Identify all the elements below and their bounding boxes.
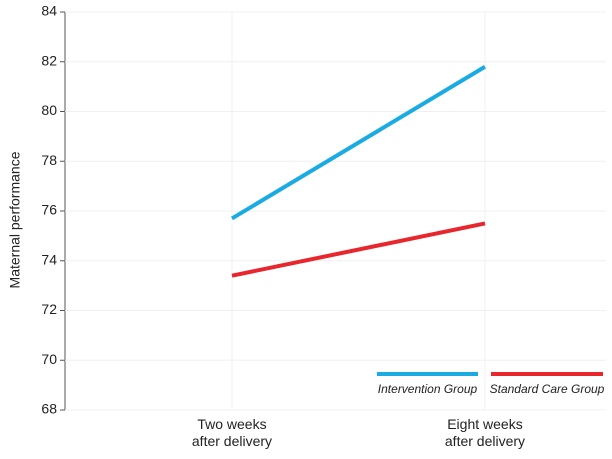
y-tick-label: 78 xyxy=(41,152,57,168)
series-line xyxy=(230,65,487,221)
y-tick-label: 74 xyxy=(41,251,57,267)
y-tick-label: 70 xyxy=(41,351,57,367)
x-tick-label: Eight weeks after delivery xyxy=(444,416,526,449)
y-tick-label: 68 xyxy=(41,401,57,417)
y-axis-label: Maternal performance xyxy=(7,151,23,288)
legend-label: Intervention Group xyxy=(378,382,478,396)
series-line xyxy=(231,221,486,278)
y-tick-label: 72 xyxy=(41,301,57,317)
y-tick-label: 84 xyxy=(41,3,57,19)
legend-label: Standard Care Group xyxy=(490,382,605,396)
y-tick-label: 80 xyxy=(41,102,57,118)
y-tick-label: 82 xyxy=(41,52,57,68)
y-tick-label: 76 xyxy=(41,202,57,218)
x-tick-label: Two weeks after delivery xyxy=(191,416,273,449)
